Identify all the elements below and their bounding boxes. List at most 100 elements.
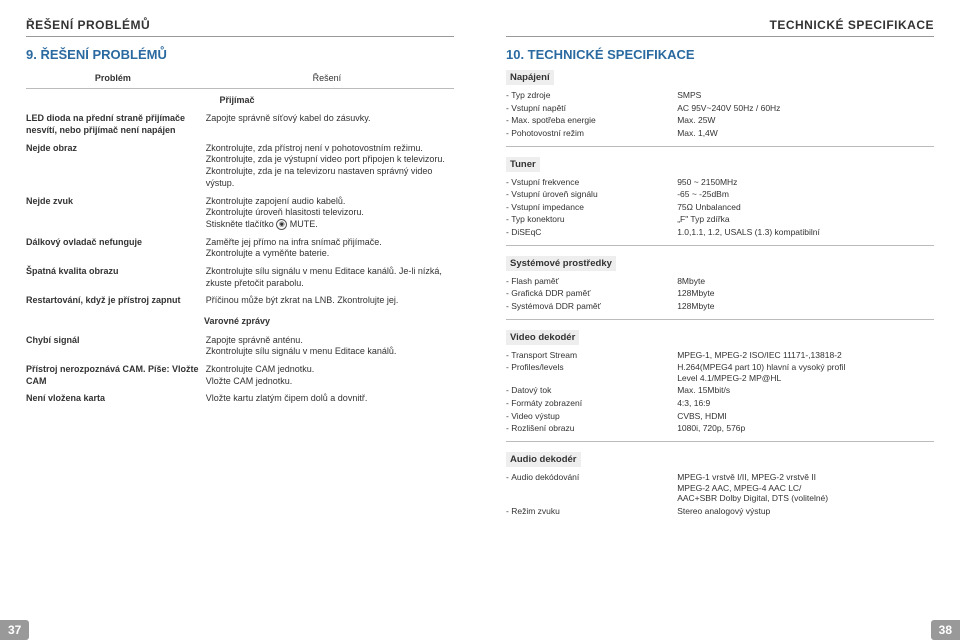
spec-key: Grafická DDR paměť: [506, 287, 677, 300]
spec-value: 4:3, 16:9: [677, 397, 934, 410]
spec-row: Režim zvukuStereo analogový výstup: [506, 505, 934, 518]
left-page: ŘEŠENÍ PROBLÉMŮ 9. ŘEŠENÍ PROBLÉMŮ Probl…: [0, 0, 480, 644]
solution-cell: Zapojte správně anténu.Zkontrolujte sílu…: [206, 332, 454, 361]
spec-block: Audio dekodér Audio dekódováníMPEG-1 vrst…: [506, 452, 934, 524]
spec-heading: Systémové prostředky: [506, 256, 616, 271]
spec-key: Datový tok: [506, 384, 677, 397]
spec-value: AC 95V~240V 50Hz / 60Hz: [677, 102, 934, 115]
spec-key: Rozlišení obrazu: [506, 422, 677, 435]
spec-key: Systémová DDR paměť: [506, 300, 677, 313]
spec-key: Typ zdroje: [506, 89, 677, 102]
spec-row: Vstupní napětíAC 95V~240V 50Hz / 60Hz: [506, 102, 934, 115]
spec-key: Formáty zobrazení: [506, 397, 677, 410]
spec-key: Pohotovostní režim: [506, 127, 677, 140]
spec-table: Audio dekódováníMPEG-1 vrstvě I/II, MPEG…: [506, 471, 934, 518]
spec-key: Max. spotřeba energie: [506, 114, 677, 127]
spec-key: DiSEqC: [506, 226, 677, 239]
spec-key: Vstupní frekvence: [506, 176, 677, 189]
spec-row: Typ zdrojeSMPS: [506, 89, 934, 102]
spec-value: „F" Typ zdířka: [677, 213, 934, 226]
solution-cell: Zkontrolujte, zda přístroj není v pohoto…: [206, 140, 454, 193]
page-number-left: 37: [0, 620, 29, 640]
table-row: Nejde obrazZkontrolujte, zda přístroj ne…: [26, 140, 454, 193]
table-header-row: Problém Řešení: [26, 70, 454, 88]
spec-value: -65 ~ -25dBm: [677, 188, 934, 201]
page-number-right: 38: [931, 620, 960, 640]
solution-cell: Vložte kartu zlatým čipem dolů a dovnitř…: [206, 390, 454, 408]
spec-table: Flash paměť8MbyteGrafická DDR paměť128Mb…: [506, 275, 934, 313]
solution-cell: Zkontrolujte sílu signálu v menu Editace…: [206, 263, 454, 292]
spec-value: SMPS: [677, 89, 934, 102]
spec-blocks: Napájení Typ zdrojeSMPSVstupní napětíAC 9…: [506, 70, 934, 523]
spec-table: Vstupní frekvence950 ~ 2150MHzVstupní úr…: [506, 176, 934, 239]
table-row: Není vložena kartaVložte kartu zlatým či…: [26, 390, 454, 408]
spec-row: Audio dekódováníMPEG-1 vrstvě I/II, MPEG…: [506, 471, 934, 505]
problem-cell: LED dioda na přední straně přijímače nes…: [26, 110, 206, 139]
table-row: Dálkový ovladač nefungujeZaměřte jej pří…: [26, 234, 454, 263]
right-section-title: 10. TECHNICKÉ SPECIFIKACE: [506, 47, 934, 62]
spec-value: Max. 25W: [677, 114, 934, 127]
subhead-receiver-label: Přijímač: [26, 88, 454, 110]
spec-row: Max. spotřeba energieMax. 25W: [506, 114, 934, 127]
table-row: Špatná kvalita obrazuZkontrolujte sílu s…: [26, 263, 454, 292]
spec-value: MPEG-1, MPEG-2 ISO/IEC 11171-,13818-2: [677, 349, 934, 362]
problem-cell: Špatná kvalita obrazu: [26, 263, 206, 292]
spec-row: Datový tokMax. 15Mbit/s: [506, 384, 934, 397]
right-header: TECHNICKÉ SPECIFIKACE: [769, 18, 934, 32]
spec-key: Transport Stream: [506, 349, 677, 362]
spec-row: Vstupní úroveň signálu-65 ~ -25dBm: [506, 188, 934, 201]
table-row: Přístroj nerozpoznává CAM. Píše: Vložte …: [26, 361, 454, 390]
solution-cell: Zkontrolujte zapojení audio kabelů.Zkont…: [206, 193, 454, 234]
spec-row: Video výstupCVBS, HDMI: [506, 410, 934, 423]
right-header-row: TECHNICKÉ SPECIFIKACE: [506, 18, 934, 37]
spec-row: Systémová DDR paměť128Mbyte: [506, 300, 934, 313]
spec-table: Typ zdrojeSMPSVstupní napětíAC 95V~240V …: [506, 89, 934, 140]
spec-value: Max. 15Mbit/s: [677, 384, 934, 397]
spec-heading: Tuner: [506, 157, 540, 172]
spec-value: 950 ~ 2150MHz: [677, 176, 934, 189]
solution-cell: Zaměřte jej přímo na infra snímač přijím…: [206, 234, 454, 263]
problem-cell: Chybí signál: [26, 332, 206, 361]
mute-icon: ◉: [276, 219, 287, 230]
spec-row: Flash paměť8Mbyte: [506, 275, 934, 288]
spec-row: Rozlišení obrazu1080i, 720p, 576p: [506, 422, 934, 435]
col-solution: Řešení: [206, 70, 454, 88]
problem-cell: Nejde obraz: [26, 140, 206, 193]
spec-heading: Napájení: [506, 70, 554, 85]
spec-row: Typ konektoru„F" Typ zdířka: [506, 213, 934, 226]
table-row: Nejde zvukZkontrolujte zapojení audio ka…: [26, 193, 454, 234]
spec-row: Profiles/levelsH.264(MPEG4 part 10) hlav…: [506, 361, 934, 384]
spec-key: Režim zvuku: [506, 505, 677, 518]
spec-heading: Audio dekodér: [506, 452, 581, 467]
left-header-row: ŘEŠENÍ PROBLÉMŮ: [26, 18, 454, 37]
col-problem: Problém: [26, 70, 206, 88]
spec-value: 75Ω Unbalanced: [677, 201, 934, 214]
problem-cell: Není vložena karta: [26, 390, 206, 408]
subhead-warnings: Varovné zprávy: [26, 310, 454, 332]
subhead-receiver: Přijímač: [26, 88, 454, 110]
spec-value: CVBS, HDMI: [677, 410, 934, 423]
troubleshooting-table: Problém Řešení Přijímač LED dioda na pře…: [26, 70, 454, 408]
spec-block: Video dekodér Transport StreamMPEG-1, MPE…: [506, 330, 934, 442]
table-row: Restartování, když je přístroj zapnutPří…: [26, 292, 454, 310]
subhead-warnings-label: Varovné zprávy: [26, 310, 454, 332]
spec-block: Systémové prostředky Flash paměť8MbyteGra…: [506, 256, 934, 320]
solution-cell: Zapojte správně síťový kabel do zásuvky.: [206, 110, 454, 139]
solution-cell: Zkontrolujte CAM jednotku.Vložte CAM jed…: [206, 361, 454, 390]
table-row: Chybí signálZapojte správně anténu.Zkont…: [26, 332, 454, 361]
spec-key: Vstupní úroveň signálu: [506, 188, 677, 201]
spec-key: Video výstup: [506, 410, 677, 423]
spec-value: 128Mbyte: [677, 300, 934, 313]
spec-value: 8Mbyte: [677, 275, 934, 288]
spec-row: Transport StreamMPEG-1, MPEG-2 ISO/IEC 1…: [506, 349, 934, 362]
problem-cell: Restartování, když je přístroj zapnut: [26, 292, 206, 310]
spec-heading: Video dekodér: [506, 330, 579, 345]
problem-cell: Nejde zvuk: [26, 193, 206, 234]
spec-block: Tuner Vstupní frekvence950 ~ 2150MHzVstup…: [506, 157, 934, 246]
spec-block: Napájení Typ zdrojeSMPSVstupní napětíAC 9…: [506, 70, 934, 147]
spec-key: Profiles/levels: [506, 361, 677, 384]
spec-value: Stereo analogový výstup: [677, 505, 934, 518]
solution-cell: Příčinou může být zkrat na LNB. Zkontrol…: [206, 292, 454, 310]
spec-value: MPEG-1 vrstvě I/II, MPEG-2 vrstvě IIMPEG…: [677, 471, 934, 505]
spec-key: Audio dekódování: [506, 471, 677, 505]
